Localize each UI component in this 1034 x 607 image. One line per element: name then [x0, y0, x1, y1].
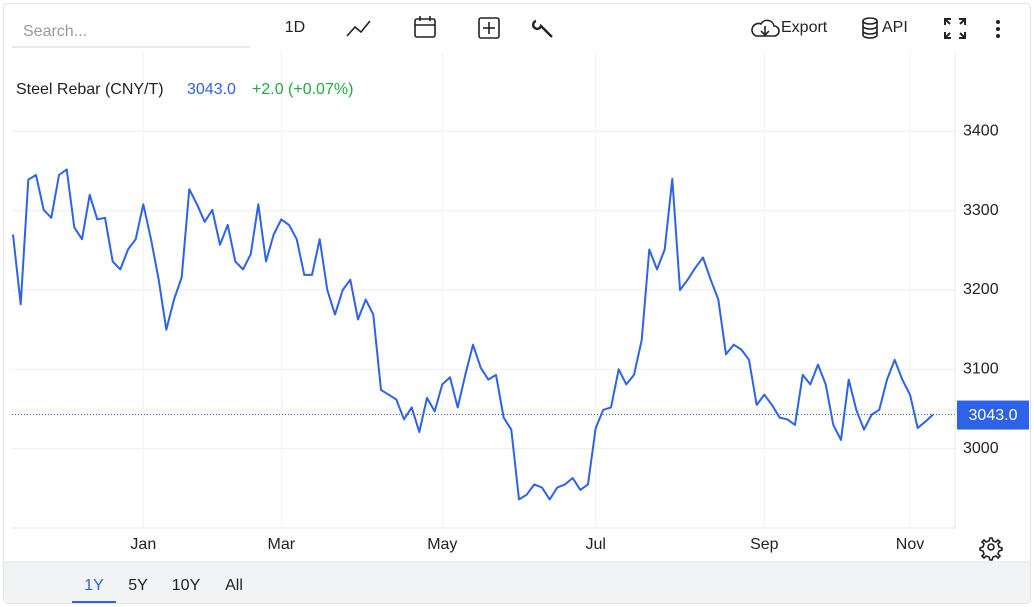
fullscreen-icon[interactable] — [944, 18, 966, 39]
y-tick-label: 3300 — [963, 202, 999, 219]
last-price-label: 3043.0 — [969, 407, 1018, 424]
price-line — [12, 168, 934, 501]
widget-frame — [3, 3, 1031, 604]
api-icon — [862, 17, 878, 39]
export-button[interactable]: Export — [751, 19, 828, 37]
interval-button[interactable]: 1D — [285, 19, 305, 36]
range-tabs: 1Y 5Y 10Y All — [72, 577, 243, 603]
range-bar — [4, 562, 1030, 603]
axis-settings-icon[interactable] — [979, 537, 1003, 561]
y-tick-label: 3000 — [963, 440, 999, 457]
x-tick-label: Jan — [130, 536, 156, 553]
x-tick-label: Nov — [896, 536, 924, 553]
search-box[interactable]: Search... — [12, 23, 250, 48]
plot — [12, 168, 955, 501]
api-button[interactable]: API — [862, 17, 908, 39]
range-tab[interactable]: 5Y — [128, 577, 148, 594]
add-indicator-icon[interactable] — [478, 17, 500, 39]
search-placeholder: Search... — [23, 23, 87, 40]
y-tick-label: 3100 — [963, 361, 999, 378]
x-tick-label: May — [427, 536, 457, 553]
range-tab[interactable]: 10Y — [172, 577, 201, 594]
range-tab[interactable]: 1Y — [84, 577, 104, 594]
y-tick-label: 3400 — [963, 123, 999, 140]
last-price-box — [957, 400, 1029, 430]
calendar-icon[interactable] — [414, 16, 436, 38]
settings-tool-icon[interactable] — [531, 19, 553, 38]
grid — [12, 52, 955, 528]
legend-change: +2.0 (+0.07%) — [252, 81, 353, 98]
y-tick-label: 3200 — [963, 281, 999, 298]
api-label: API — [882, 19, 908, 36]
axis-settings-icon-center — [987, 543, 995, 551]
legend-last-value: 3043.0 — [187, 81, 236, 98]
export-icon — [751, 19, 780, 37]
x-tick-label: Jul — [585, 536, 605, 553]
chart-type-icon[interactable] — [346, 20, 371, 37]
x-tick-label: Mar — [268, 536, 296, 553]
export-label: Export — [781, 19, 828, 36]
range-tab[interactable]: All — [225, 577, 243, 594]
menu-icon[interactable] — [996, 20, 1000, 38]
x-tick-label: Sep — [750, 536, 779, 553]
legend-title: Steel Rebar (CNY/T) — [16, 81, 164, 98]
